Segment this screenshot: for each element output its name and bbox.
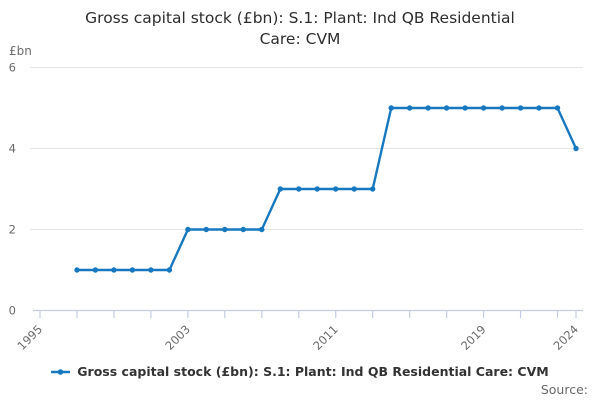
series-point — [443, 105, 450, 111]
series-point — [148, 267, 154, 273]
y-axis-unit-label: £bn — [9, 44, 32, 58]
series-point — [259, 226, 265, 233]
series-point — [462, 105, 468, 111]
chart-title: Gross capital stock (£bn): S.1: Plant: I… — [0, 8, 600, 50]
series-point — [92, 267, 99, 273]
series-point — [480, 105, 487, 111]
y-tick-label: 6 — [9, 61, 16, 75]
y-tick-label: 4 — [9, 142, 16, 156]
series-point — [499, 105, 505, 111]
chart-title-line-1: Gross capital stock (£bn): S.1: Plant: I… — [85, 9, 515, 27]
series-point — [74, 267, 80, 273]
series-point — [573, 145, 579, 152]
series-point — [111, 267, 117, 273]
series-point — [185, 226, 191, 233]
chart-title-line-2: Care: CVM — [259, 30, 341, 48]
x-tick-label: 2019 — [458, 322, 489, 353]
series-point — [370, 186, 376, 192]
series-point — [388, 105, 394, 111]
series-point — [203, 226, 209, 233]
series-point — [166, 267, 173, 273]
x-tick-label: 2024 — [551, 322, 582, 353]
series-point — [333, 186, 339, 192]
legend: Gross capital stock (£bn): S.1: Plant: I… — [0, 364, 600, 379]
series-point — [240, 226, 246, 233]
y-tick-label: 2 — [9, 223, 16, 237]
series-point — [129, 267, 136, 273]
y-tick-label: 0 — [9, 304, 16, 318]
legend-line-marker-icon — [51, 366, 71, 378]
series-point — [222, 226, 228, 233]
series-point — [517, 105, 524, 111]
series-point — [314, 186, 320, 192]
x-tick-label: 2003 — [162, 322, 193, 353]
source-label: Source: — [540, 382, 588, 397]
series-point — [425, 105, 431, 111]
series-point — [407, 105, 413, 111]
series-point — [554, 105, 561, 111]
series-line — [75, 106, 578, 272]
x-tick-label: 2011 — [310, 322, 341, 353]
x-tick-label: 1995 — [15, 322, 46, 353]
series-point — [277, 186, 283, 192]
series-point — [536, 105, 542, 111]
series-point — [296, 186, 302, 192]
legend-label: Gross capital stock (£bn): S.1: Plant: I… — [77, 364, 549, 379]
series-point — [351, 186, 357, 192]
